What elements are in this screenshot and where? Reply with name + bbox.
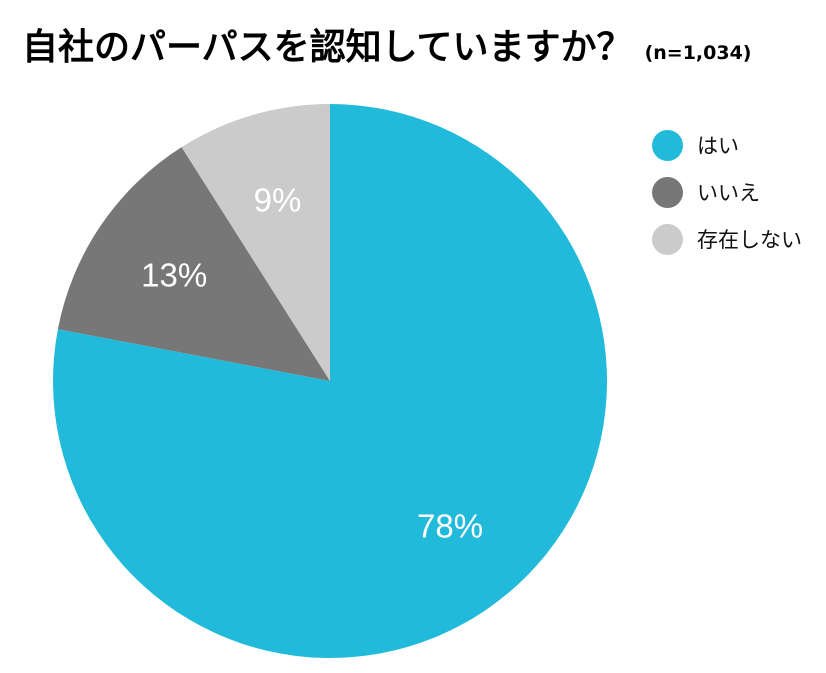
legend-swatch-none xyxy=(652,223,683,255)
legend-swatch-no xyxy=(652,176,683,208)
legend-item-yes: はい xyxy=(652,128,822,162)
legend-label-none: 存在しない xyxy=(697,228,802,252)
pie-slices xyxy=(53,104,608,659)
legend-swatch-yes xyxy=(652,129,683,161)
chart-title-text: 自社のパーパスを認知していますか？ xyxy=(22,27,633,68)
slice-label-no: 13% xyxy=(141,257,207,294)
legend-item-none: 存在しない xyxy=(652,222,822,256)
slice-label-none: 9% xyxy=(254,182,302,219)
pie-slice-none xyxy=(181,104,330,381)
legend-label-yes: はい xyxy=(697,134,739,158)
legend-item-no: いいえ xyxy=(652,175,822,209)
legend-label-no: いいえ xyxy=(697,181,760,205)
pie-slice-no xyxy=(57,147,330,381)
chart-subtitle: (n=1,034) xyxy=(644,42,752,64)
pie-slice-yes xyxy=(53,104,608,659)
chart-title: 自社のパーパスを認知していますか？ (n=1,034) xyxy=(22,30,751,66)
legend: はい いいえ 存在しない xyxy=(652,128,822,269)
slice-label-yes: 78% xyxy=(417,508,483,545)
pie-slice-labels: 78% 13% 9% xyxy=(141,182,483,545)
